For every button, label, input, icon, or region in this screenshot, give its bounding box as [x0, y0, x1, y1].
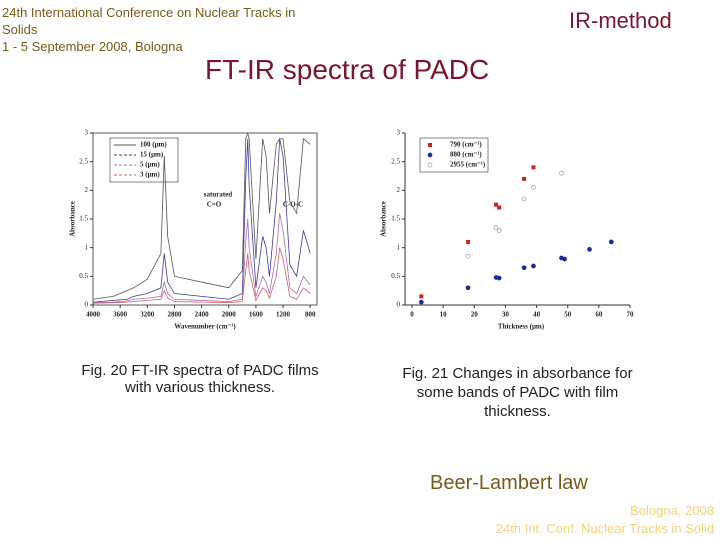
point [521, 196, 527, 202]
x-tick-label: 2800 [167, 311, 182, 319]
point [466, 239, 471, 244]
y-tick-label: 2 [85, 186, 89, 194]
y-tick-label: 2 [397, 186, 401, 194]
point [521, 265, 527, 271]
method: IR-method [569, 8, 672, 33]
annotation: C=O [207, 201, 222, 209]
spectrum-line [92, 247, 311, 304]
point [559, 170, 564, 176]
x-tick-label: 60 [595, 311, 603, 319]
y-tick-label: 2.5 [79, 157, 88, 165]
conference: 24th International Conference on Nuclear… [2, 4, 332, 55]
x-tick-label: 10 [440, 311, 448, 319]
y-axis-label: Absorbance [69, 201, 77, 237]
x-tick-label: 1200 [276, 311, 291, 319]
point [496, 228, 502, 233]
y-tick-label: 2.5 [391, 157, 400, 165]
point [608, 239, 614, 245]
legend-label: 2955 (cm⁻¹) [450, 161, 486, 169]
annotation: C-O-C [283, 201, 303, 209]
x-tick-label: 2000 [222, 311, 237, 319]
point [419, 294, 424, 299]
annotation: saturated [204, 191, 232, 199]
point [496, 275, 502, 281]
legend-label: 100 (μm) [140, 141, 167, 149]
x-tick-label: 50 [564, 311, 572, 319]
legend-marker [427, 162, 433, 168]
footer: Bologna, 2008 24th Int. Conf. Nuclear Tra… [496, 502, 714, 538]
x-axis-label: Wavenumber (cm⁻¹) [174, 323, 236, 331]
spectrum-line [92, 213, 311, 304]
y-tick-label: 0 [397, 301, 401, 309]
y-tick-label: 1.5 [391, 215, 400, 223]
footer-line: Bologna, 2008 [630, 503, 714, 518]
point [465, 285, 471, 291]
point [531, 165, 536, 170]
legend-label: 5 (μm) [140, 161, 160, 169]
point [418, 299, 424, 305]
note: Beer-Lambert law [430, 472, 588, 494]
conference-dates: 1 - 5 September 2008, Bologna [2, 39, 183, 54]
legend-marker [428, 143, 432, 147]
point [494, 202, 499, 207]
y-tick-label: 0.5 [391, 272, 400, 280]
spectrum-line [92, 138, 311, 303]
point [522, 176, 527, 181]
legend-label: 3 (μm) [140, 171, 160, 179]
spectrum-line [92, 131, 311, 300]
y-tick-label: 0.5 [79, 272, 88, 280]
x-tick-label: 2400 [195, 311, 210, 319]
caption: Fig. 21 Changes in absorbance for some b… [402, 365, 633, 420]
caption: Fig. 20 FT-IR spectra of PADC films with… [81, 362, 319, 396]
x-tick-label: 3600 [113, 311, 128, 319]
x-axis-label: Thickness (μm) [498, 323, 545, 331]
x-tick-label: 0 [410, 311, 414, 319]
point [587, 247, 592, 252]
y-tick-label: 0 [85, 301, 89, 309]
point [531, 185, 536, 190]
x-tick-label: 800 [305, 311, 316, 319]
footer-line: 24th Int. Conf. Nuclear Tracks in Solid [495, 521, 714, 536]
legend-label: 15 (μm) [140, 151, 164, 159]
point [465, 253, 471, 259]
slide-title: FT-IR spectra of PADC [205, 54, 490, 85]
point [497, 205, 502, 210]
conference-name: 24th International Conference on Nuclear… [2, 5, 296, 37]
y-tick-label: 1 [85, 243, 89, 251]
x-tick-label: 70 [627, 311, 635, 319]
legend-label: 880 (cm⁻¹) [450, 151, 482, 159]
y-axis-label: Absorbance [380, 201, 388, 237]
x-tick-label: 1600 [249, 311, 264, 319]
x-tick-label: 40 [533, 311, 541, 319]
x-tick-label: 20 [471, 311, 479, 319]
point [562, 256, 567, 262]
point [531, 263, 536, 269]
y-tick-label: 3 [85, 129, 89, 137]
y-tick-label: 1.5 [79, 215, 88, 223]
y-tick-label: 3 [397, 129, 401, 137]
x-tick-label: 30 [502, 311, 510, 319]
y-tick-label: 1 [397, 243, 401, 251]
point [493, 225, 499, 230]
x-tick-label: 4000 [86, 311, 101, 319]
x-tick-label: 3200 [140, 311, 155, 319]
legend-label: 790 (cm⁻¹) [450, 141, 482, 149]
legend-marker [427, 152, 433, 158]
